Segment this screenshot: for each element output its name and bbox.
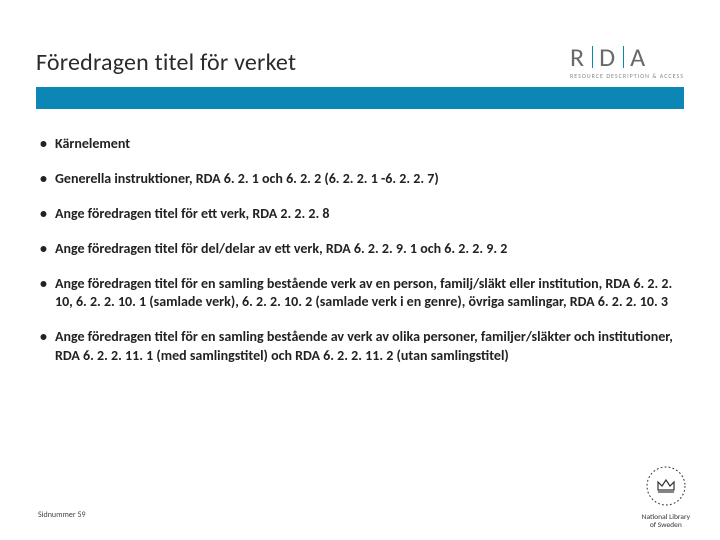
page-number: Sidnummer 59 [38,510,86,520]
crown-seal-icon [645,465,687,507]
list-item: • Kärnelement [40,135,680,154]
list-item-text: Ange föredragen titel för del/delar av e… [55,240,680,259]
bullet-icon: • [40,240,47,259]
bullet-icon: • [40,205,47,224]
bullet-icon: • [40,275,47,313]
list-item-text: Ange föredragen titel för en samling bes… [55,275,680,313]
list-item: • Ange föredragen titel för en samling b… [40,275,680,313]
list-item: • Ange föredragen titel för del/delar av… [40,240,680,259]
rda-logo-letters: RDA [570,44,684,70]
list-item: • Ange föredragen titel för en samling b… [40,328,680,366]
bullet-icon: • [40,328,47,366]
list-item: • Generella instruktioner, RDA 6. 2. 1 o… [40,170,680,189]
library-name-line2: of Sweden [642,522,690,530]
list-item-text: Ange föredragen titel för ett verk, RDA … [55,205,680,224]
accent-bar [36,87,684,109]
list-item-text: Generella instruktioner, RDA 6. 2. 1 och… [55,170,680,189]
list-item-text: Ange föredragen titel för en samling bes… [55,328,680,366]
bullet-list: • Kärnelement • Generella instruktioner,… [0,109,720,366]
bullet-icon: • [40,135,47,154]
rda-logo-tagline: RESOURCE DESCRIPTION & ACCESS [570,72,684,80]
rda-logo: RDA RESOURCE DESCRIPTION & ACCESS [570,44,684,80]
list-item-text: Kärnelement [55,135,680,154]
bullet-icon: • [40,170,47,189]
list-item: • Ange föredragen titel för ett verk, RD… [40,205,680,224]
library-logo: National Library of Sweden [642,465,690,531]
